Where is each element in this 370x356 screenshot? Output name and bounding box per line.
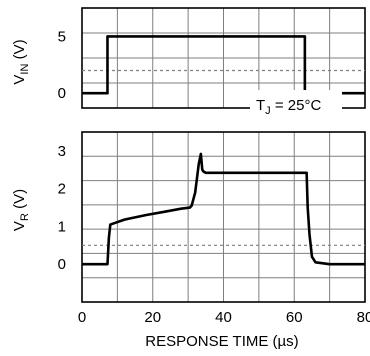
x-tick-label: 40 — [215, 309, 232, 326]
x-tick-label: 80 — [357, 309, 370, 326]
svg-text:VIN (V): VIN (V) — [11, 39, 31, 84]
output-panel-grid — [81, 131, 366, 303]
y-tick-label: 3 — [58, 143, 66, 160]
output-trace — [82, 152, 365, 266]
y-tick-label: 1 — [58, 218, 66, 235]
plot-frame — [81, 7, 366, 109]
x-tick-label: 20 — [144, 309, 161, 326]
y-tick-label: 2 — [58, 181, 66, 198]
y-tick-label: 0 — [58, 256, 66, 273]
x-axis-label: RESPONSE TIME (µs) — [145, 333, 298, 350]
x-tick-label: 60 — [286, 309, 303, 326]
input-panel-grid — [81, 7, 366, 109]
labels: 0 5 0 1 2 3 0 20 40 60 80 — [58, 28, 370, 326]
input-y-axis-label: VIN (V) — [11, 39, 31, 84]
junction-temperature-annotation: TJ = 25°C — [250, 90, 342, 118]
x-tick-label: 0 — [78, 309, 86, 326]
svg-text:TJ = 25°C: TJ = 25°C — [256, 97, 321, 117]
svg-text:VR (V): VR (V) — [11, 189, 31, 231]
output-y-axis-label: VR (V) — [11, 189, 31, 231]
plot-frame — [81, 131, 366, 303]
y-tick-label: 5 — [58, 28, 66, 45]
y-tick-label: 0 — [58, 85, 66, 102]
